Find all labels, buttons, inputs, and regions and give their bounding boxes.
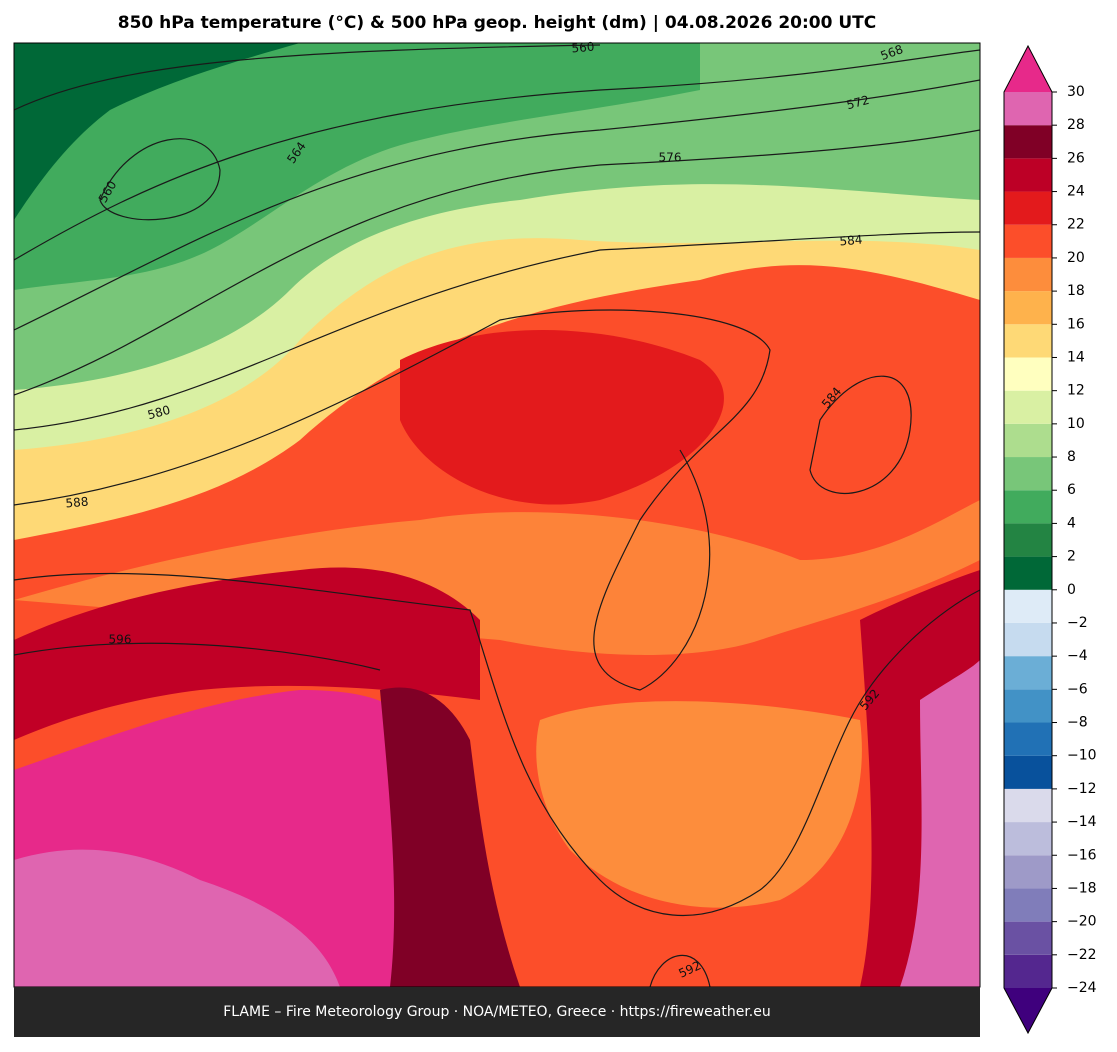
contour-label: 560 <box>571 40 595 56</box>
colorbar-segment <box>1004 158 1052 192</box>
colorbar-segment <box>1004 125 1052 159</box>
colorbar-segment <box>1004 689 1052 723</box>
colorbar-segment <box>1004 357 1052 391</box>
colorbar-tick-label: 10 <box>1067 416 1085 432</box>
colorbar: −24−22−20−18−16−14−12−10−8−6−4−202468101… <box>1003 44 1097 1035</box>
colorbar-segment <box>1004 224 1052 258</box>
colorbar-segment <box>1004 755 1052 789</box>
map <box>13 42 981 988</box>
footer: FLAME – Fire Meteorology Group · NOA/MET… <box>223 1004 771 1020</box>
colorbar-segment <box>1004 622 1052 657</box>
colorbar-segment <box>1004 589 1052 623</box>
colorbar-segment <box>1004 822 1052 856</box>
colorbar-tick-label: 6 <box>1067 482 1076 498</box>
contour-label: 580 <box>146 403 172 422</box>
colorbar-segment <box>1004 523 1052 557</box>
colorbar-tick-label: −18 <box>1067 880 1097 896</box>
contour-label: 576 <box>659 151 682 165</box>
colorbar-segment <box>1004 324 1052 358</box>
colorbar-tick-label: 22 <box>1067 217 1085 233</box>
colorbar-segment <box>1004 954 1052 988</box>
colorbar-segment <box>1004 457 1052 491</box>
colorbar-tick-label: 4 <box>1067 515 1076 531</box>
colorbar-segment <box>1004 888 1052 922</box>
colorbar-tick-label: 0 <box>1067 582 1076 598</box>
colorbar-tick-label: 20 <box>1067 250 1085 266</box>
contour-label: 584 <box>839 233 863 249</box>
colorbar-tick-label: 28 <box>1067 117 1085 133</box>
colorbar-tick-label: 14 <box>1067 349 1085 365</box>
colorbar-tick-label: −2 <box>1067 615 1088 631</box>
colorbar-under <box>1004 988 1052 1033</box>
colorbar-tick-label: 24 <box>1067 184 1085 200</box>
colorbar-tick-label: −6 <box>1067 681 1088 697</box>
colorbar-tick-label: 18 <box>1067 283 1085 299</box>
colorbar-tick-label: −14 <box>1067 814 1097 830</box>
colorbar-segment <box>1004 423 1052 458</box>
colorbar-segment <box>1004 656 1052 690</box>
colorbar-segment <box>1004 257 1052 292</box>
colorbar-segment <box>1004 722 1052 756</box>
colorbar-tick-label: −4 <box>1067 648 1088 664</box>
colorbar-tick-label: −20 <box>1067 914 1097 930</box>
colorbar-tick-label: −16 <box>1067 847 1097 863</box>
contour-label: 588 <box>65 495 89 511</box>
colorbar-tick-label: 12 <box>1067 383 1085 399</box>
colorbar-tick-label: −22 <box>1067 947 1097 963</box>
colorbar-tick-label: 26 <box>1067 150 1085 166</box>
colorbar-tick-label: 2 <box>1067 549 1076 565</box>
colorbar-segment <box>1004 855 1052 889</box>
colorbar-tick-label: 16 <box>1067 316 1085 332</box>
contour-label: 596 <box>109 633 132 647</box>
colorbar-tick-label: −24 <box>1067 980 1097 996</box>
colorbar-segment <box>1004 92 1052 126</box>
contour-label: 572 <box>845 93 871 112</box>
colorbar-tick-label: −8 <box>1067 715 1088 731</box>
footer-band <box>14 987 980 1037</box>
colorbar-tick-label: 30 <box>1067 84 1085 100</box>
colorbar-segment <box>1004 788 1052 823</box>
colorbar-tick-label: −10 <box>1067 748 1097 764</box>
colorbar-segment <box>1004 921 1052 955</box>
colorbar-segment <box>1004 556 1052 590</box>
colorbar-segment <box>1004 390 1052 424</box>
colorbar-segment <box>1004 291 1052 325</box>
title: 850 hPa temperature (°C) & 500 hPa geop.… <box>118 13 877 33</box>
colorbar-tick-label: 8 <box>1067 449 1076 465</box>
colorbar-segment <box>1004 490 1052 524</box>
colorbar-tick-label: −12 <box>1067 781 1097 797</box>
colorbar-over <box>1004 46 1052 92</box>
colorbar-segment <box>1004 191 1052 225</box>
